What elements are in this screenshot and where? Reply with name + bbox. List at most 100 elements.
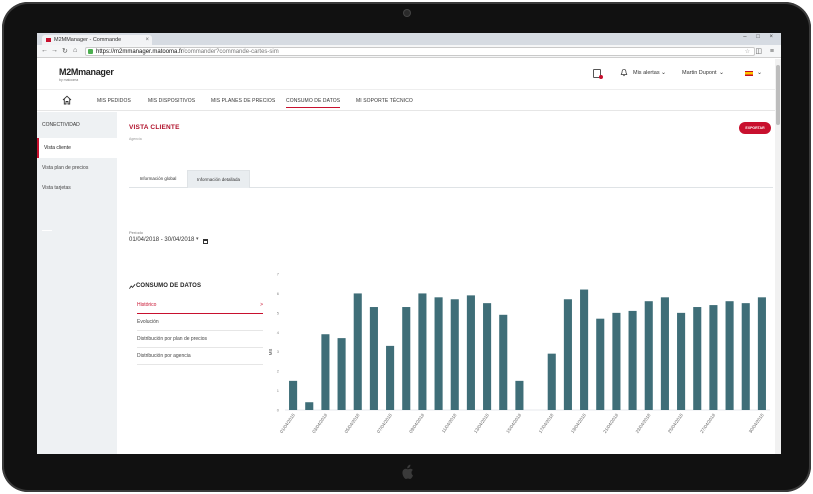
page-title: VISTA CLIENTE [129, 124, 180, 131]
bar [757, 297, 766, 410]
menu-item-evolucion[interactable]: Evolución [137, 314, 263, 331]
notification-dot [599, 75, 603, 79]
scrollbar[interactable] [775, 59, 781, 454]
bar [337, 338, 346, 410]
bar [353, 293, 362, 410]
language-chevron-down-icon[interactable]: ⌄ [757, 70, 763, 76]
bar [741, 303, 750, 410]
menu-item-historico[interactable]: Histórico > [137, 297, 263, 314]
nav-consumo-de-datos[interactable]: CONSUMO DE DATOS [286, 98, 341, 108]
bar [289, 380, 298, 410]
view-tabs: Información global Información detallada [129, 170, 773, 188]
bar [369, 307, 378, 410]
sidebar-item-vista-cliente[interactable]: Vista cliente [37, 138, 117, 158]
menu-item-distribucion-plan[interactable]: Distribución por plan de precios [137, 331, 263, 348]
nav-mis-dispositivos[interactable]: MIS DISPOSITIVOS [148, 98, 196, 104]
home-icon[interactable] [62, 95, 72, 105]
y-tick-label: 3 [277, 349, 280, 354]
alerts-chevron-down-icon[interactable]: ⌄ [661, 70, 667, 76]
sidebar-heading: CONECTIVIDAD [42, 122, 80, 128]
logo[interactable]: M2Mmanager [59, 67, 114, 77]
home-browser-icon[interactable]: ⌂ [73, 47, 78, 54]
chevron-right-icon: > [260, 302, 263, 308]
sidebar-item-vista-plan-de-precios[interactable]: Vista plan de precios [42, 165, 89, 171]
main-content: VISTA CLIENTE Agencia EXPORTAR Informaci… [117, 112, 781, 454]
url-host: https://m2mmanager.matooma.fr [96, 49, 183, 55]
nav-mis-pedidos[interactable]: MIS PEDIDOS [97, 98, 131, 104]
x-tick-label: 01/04/2018 [279, 412, 296, 434]
bar [402, 307, 411, 410]
bar [677, 312, 686, 410]
sidebar: CONECTIVIDAD Vista cliente Vista plan de… [37, 112, 117, 454]
line-chart-icon [129, 284, 136, 289]
favicon-icon [46, 38, 51, 42]
menu-item-distribucion-agencia[interactable]: Distribución por agencia [137, 348, 263, 365]
browser-tab-title: M2MManager - Commande [54, 37, 122, 43]
sim-card-icon[interactable] [593, 69, 603, 79]
bookmark-star-icon[interactable]: ☆ [744, 49, 750, 55]
alerts-label[interactable]: Mis alertas [633, 70, 660, 76]
bar [483, 303, 492, 410]
bell-icon[interactable] [620, 68, 628, 77]
menu-item-historico-label: Histórico [137, 302, 157, 308]
bar [709, 305, 718, 410]
x-tick-label: 07/04/2018 [376, 412, 393, 434]
bar [434, 297, 443, 410]
main-nav: MIS PEDIDOS MIS DISPOSITIVOS MIS PLANES … [37, 89, 781, 111]
page-subtitle: Agencia [129, 137, 142, 141]
x-tick-label: 17/04/2018 [538, 412, 555, 434]
tab-informacion-global[interactable]: Información global [139, 176, 177, 181]
x-tick-label: 23/04/2018 [635, 412, 652, 434]
browser-tabbar: M2MManager - Commande × ‒ □ × [37, 33, 781, 45]
y-tick-label: 7 [277, 272, 280, 277]
y-tick-label: 2 [277, 369, 280, 374]
x-tick-label: 21/04/2018 [602, 412, 619, 434]
screen: M2MManager - Commande × ‒ □ × ← → ↻ ⌂ ht… [37, 33, 781, 454]
section-title: CONSUMO DE DATOS [136, 283, 202, 289]
bar [386, 345, 395, 410]
spain-flag-icon[interactable] [745, 71, 753, 76]
logo-subtitle: by matooma [59, 78, 79, 82]
period-select[interactable]: 01/04/2018 - 30/04/2018 [129, 237, 195, 243]
user-name[interactable]: Martin Dupont [682, 70, 717, 76]
y-tick-label: 1 [277, 388, 280, 393]
url-input[interactable]: https://m2mmanager.matooma.fr/commander?… [85, 47, 755, 56]
bar [596, 318, 605, 410]
calendar-icon[interactable] [203, 239, 208, 244]
bar [305, 402, 314, 410]
address-bar: ← → ↻ ⌂ https://m2mmanager.matooma.fr/co… [37, 45, 781, 58]
browser-tab[interactable]: M2MManager - Commande × [42, 35, 152, 45]
bar [547, 353, 556, 410]
reload-icon[interactable]: ↻ [62, 48, 68, 55]
x-tick-label: 05/04/2018 [344, 412, 361, 434]
x-tick-label: 11/04/2018 [441, 412, 458, 433]
url-path: /commander?commande-cartes-sim [182, 49, 279, 55]
forward-icon[interactable]: → [51, 47, 58, 54]
back-icon[interactable]: ← [41, 47, 48, 54]
bar [725, 301, 734, 410]
nav-mi-soporte-tecnico[interactable]: MI SOPORTE TÉCNICO [356, 98, 413, 104]
export-button[interactable]: EXPORTAR [739, 122, 771, 134]
y-axis-label: MB [268, 349, 273, 356]
window-controls[interactable]: ‒ □ × [743, 34, 777, 40]
nav-mis-planes-de-precios[interactable]: MIS PLANES DE PRECIOS [211, 98, 276, 104]
bar [418, 293, 427, 410]
scrollbar-thumb[interactable] [776, 65, 780, 125]
browser-menu-icon[interactable]: ◫ ≡ [755, 48, 777, 55]
app-header: M2Mmanager by matooma Mis alertas ⌄ Mart… [37, 59, 781, 89]
y-tick-label: 0 [277, 408, 280, 413]
user-chevron-down-icon[interactable]: ⌄ [719, 70, 725, 76]
bar [580, 289, 589, 410]
x-tick-label: 30/04/2018 [748, 412, 765, 434]
bar [499, 314, 508, 410]
x-tick-label: 25/04/2018 [667, 412, 684, 434]
period-caret-down-icon[interactable]: ▾ [196, 236, 199, 242]
bar [644, 301, 653, 410]
bar [693, 307, 702, 410]
bar [321, 334, 330, 410]
sidebar-item-vista-tarjetas[interactable]: Vista tarjetas [42, 185, 71, 191]
close-tab-icon[interactable]: × [145, 37, 149, 43]
tab-informacion-detallada[interactable]: Información detallada [187, 170, 250, 188]
x-tick-label: 15/04/2018 [505, 412, 522, 434]
bar [660, 297, 669, 410]
